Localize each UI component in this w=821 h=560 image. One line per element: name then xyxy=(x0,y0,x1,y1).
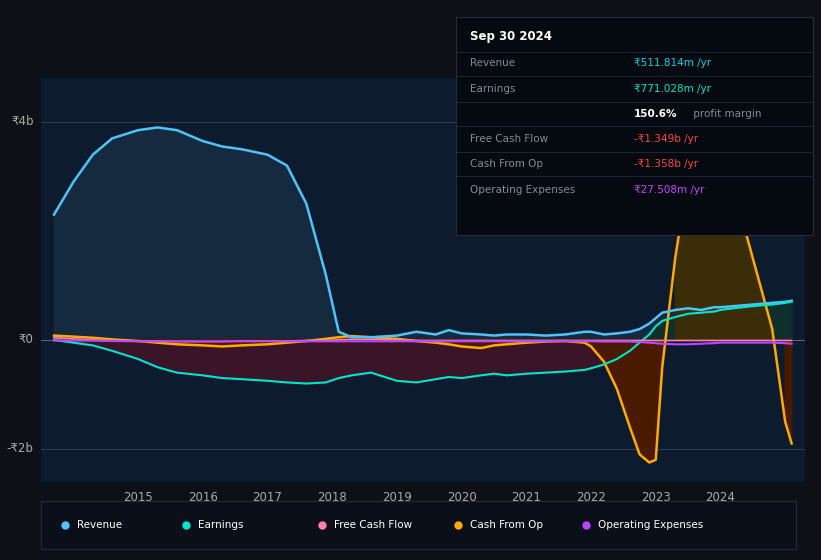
Text: Revenue: Revenue xyxy=(470,58,515,68)
Text: ₹771.028m /yr: ₹771.028m /yr xyxy=(635,84,711,94)
Text: Operating Expenses: Operating Expenses xyxy=(470,185,576,195)
Text: -₹1.358b /yr: -₹1.358b /yr xyxy=(635,159,699,169)
Text: Operating Expenses: Operating Expenses xyxy=(599,520,704,530)
Text: ₹0: ₹0 xyxy=(19,333,34,347)
Text: Free Cash Flow: Free Cash Flow xyxy=(334,520,412,530)
Text: -₹2b: -₹2b xyxy=(7,442,34,455)
Text: ₹511.814m /yr: ₹511.814m /yr xyxy=(635,58,711,68)
Text: ₹4b: ₹4b xyxy=(11,115,34,128)
Text: 150.6%: 150.6% xyxy=(635,109,677,119)
Text: Free Cash Flow: Free Cash Flow xyxy=(470,134,548,144)
Text: Cash From Op: Cash From Op xyxy=(470,520,543,530)
Text: -₹1.349b /yr: -₹1.349b /yr xyxy=(635,134,699,144)
Text: Cash From Op: Cash From Op xyxy=(470,159,543,169)
Text: Earnings: Earnings xyxy=(470,84,516,94)
Text: ₹27.508m /yr: ₹27.508m /yr xyxy=(635,185,704,195)
Text: Revenue: Revenue xyxy=(77,520,122,530)
Text: Sep 30 2024: Sep 30 2024 xyxy=(470,30,552,43)
Text: Earnings: Earnings xyxy=(198,520,244,530)
Text: profit margin: profit margin xyxy=(690,109,761,119)
